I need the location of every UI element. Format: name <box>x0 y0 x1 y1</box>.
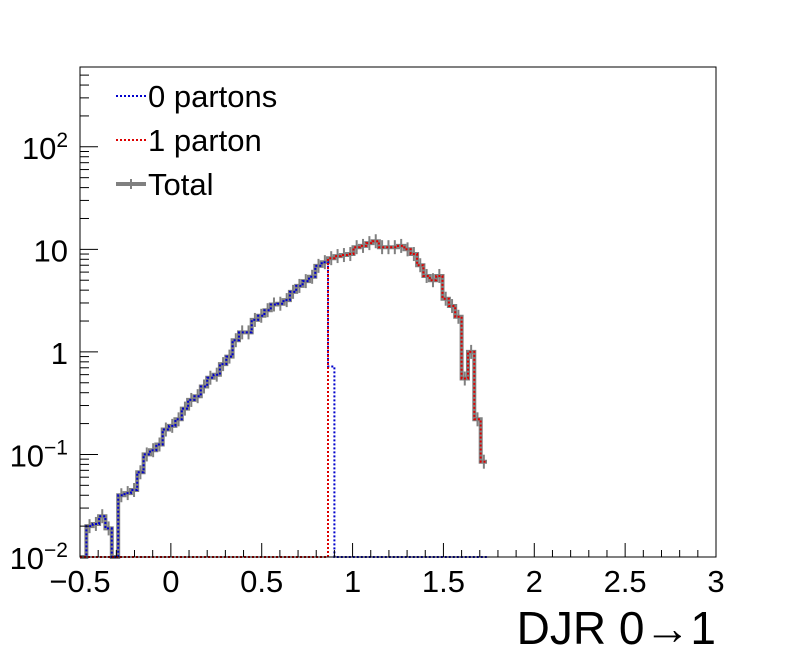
x-axis-title: DJR 0→1 <box>517 602 716 654</box>
x-tick-label: 0.5 <box>240 564 283 599</box>
x-tick-label: 1 <box>344 564 361 599</box>
legend-label: 0 partons <box>148 79 277 114</box>
y-tick-label: 10−2 <box>10 539 68 576</box>
legend: 0 partons 1 parton Total <box>116 79 277 202</box>
x-tick-label: 2 <box>526 564 543 599</box>
plot-frame <box>79 66 717 558</box>
x-tick-labels: −0.5 0 0.5 1 1.5 2 2.5 3 <box>49 564 724 599</box>
x-tick-label: 1.5 <box>422 564 465 599</box>
y-tick-label: 102 <box>22 129 68 166</box>
x-tick-label: 0 <box>162 564 179 599</box>
legend-item: Total <box>116 167 213 202</box>
y-tick-label: 10−1 <box>10 436 68 473</box>
legend-item: 0 partons <box>116 79 277 114</box>
y-tick-labels: 10−2 10−1 1 10 102 <box>10 129 68 576</box>
x-tick-label: −0.5 <box>49 564 110 599</box>
y-tick-label: 1 <box>51 336 68 371</box>
axis-ticks <box>79 66 717 558</box>
x-tick-label: 3 <box>707 564 724 599</box>
legend-label: Total <box>148 167 213 202</box>
x-tick-label: 2.5 <box>604 564 647 599</box>
legend-label: 1 parton <box>148 123 262 158</box>
y-tick-label: 10 <box>34 233 68 268</box>
legend-item: 1 parton <box>116 123 262 158</box>
